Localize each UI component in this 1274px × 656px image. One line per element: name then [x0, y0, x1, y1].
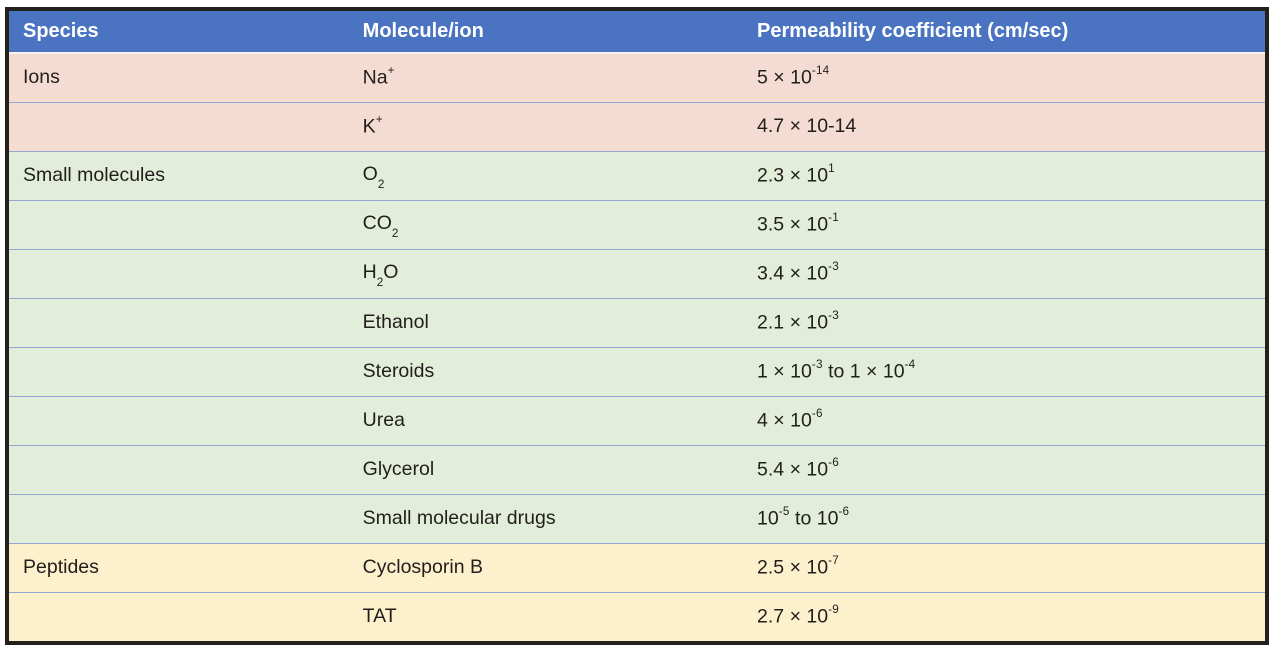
- value-cell: 2.1 × 10-3: [755, 297, 1265, 347]
- value-cell: 4 × 10-6: [755, 395, 1265, 445]
- column-header-permeability-coefficient: Permeability coefficient (cm/sec): [755, 11, 1265, 54]
- species-cell: [9, 395, 361, 445]
- species-cell: [9, 493, 361, 543]
- species-cell: [9, 297, 361, 347]
- species-cell: [9, 248, 361, 298]
- value-cell: 4.7 × 10-14: [755, 101, 1265, 151]
- molecule-cell: K+: [360, 101, 756, 151]
- species-cell: Small molecules: [9, 150, 361, 200]
- species-cell: Peptides: [9, 542, 361, 592]
- permeability-table: Species Molecule/ion Permeability coeffi…: [5, 7, 1269, 645]
- molecule-cell: TAT: [360, 591, 756, 641]
- header-row: Species Molecule/ion Permeability coeffi…: [9, 11, 1265, 54]
- table-row: Glycerol 5.4 × 10-6: [9, 444, 1265, 494]
- table-row: Ions Na+ 5 × 10-14: [9, 53, 1265, 102]
- value-cell: 10-5 to 10-6: [755, 493, 1265, 543]
- value-cell: 5.4 × 10-6: [755, 444, 1265, 494]
- table-row: Small molecular drugs 10-5 to 10-6: [9, 493, 1265, 543]
- species-cell: [9, 199, 361, 249]
- molecule-cell: Small molecular drugs: [360, 493, 756, 543]
- species-cell: [9, 444, 361, 494]
- molecule-cell: Na+: [360, 53, 756, 102]
- molecule-cell: H2O: [360, 248, 756, 298]
- table-row: CO2 3.5 × 10-1: [9, 199, 1265, 249]
- molecule-cell: Urea: [360, 395, 756, 445]
- table-row: TAT 2.7 × 10-9: [9, 591, 1265, 641]
- species-cell: [9, 101, 361, 151]
- column-header-molecule-ion: Molecule/ion: [360, 11, 756, 54]
- molecule-cell: Ethanol: [360, 297, 756, 347]
- molecule-cell: O2: [360, 150, 756, 200]
- table-body: Ions Na+ 5 × 10-14 K+ 4.7 × 10-14 Small molec…: [9, 53, 1265, 641]
- value-cell: 3.5 × 10-1: [755, 199, 1265, 249]
- value-cell: 1 × 10-3 to 1 × 10-4: [755, 346, 1265, 396]
- column-header-species: Species: [9, 11, 361, 54]
- species-cell: [9, 346, 361, 396]
- species-cell: [9, 591, 361, 641]
- value-cell: 2.3 × 101: [755, 150, 1265, 200]
- table-row: H2O 3.4 × 10-3: [9, 248, 1265, 298]
- table-row: Steroids 1 × 10-3 to 1 × 10-4: [9, 346, 1265, 396]
- permeability-table-grid: Species Molecule/ion Permeability coeffi…: [9, 11, 1265, 641]
- table-row: Ethanol 2.1 × 10-3: [9, 297, 1265, 347]
- molecule-cell: Steroids: [360, 346, 756, 396]
- table-row: Urea 4 × 10-6: [9, 395, 1265, 445]
- value-cell: 3.4 × 10-3: [755, 248, 1265, 298]
- value-cell: 5 × 10-14: [755, 53, 1265, 102]
- table-row: Small molecules O2 2.3 × 101: [9, 150, 1265, 200]
- molecule-cell: Glycerol: [360, 444, 756, 494]
- molecule-cell: Cyclosporin B: [360, 542, 756, 592]
- table-row: Peptides Cyclosporin B 2.5 × 10-7: [9, 542, 1265, 592]
- table-row: K+ 4.7 × 10-14: [9, 101, 1265, 151]
- species-cell: Ions: [9, 53, 361, 102]
- molecule-cell: CO2: [360, 199, 756, 249]
- value-cell: 2.5 × 10-7: [755, 542, 1265, 592]
- value-cell: 2.7 × 10-9: [755, 591, 1265, 641]
